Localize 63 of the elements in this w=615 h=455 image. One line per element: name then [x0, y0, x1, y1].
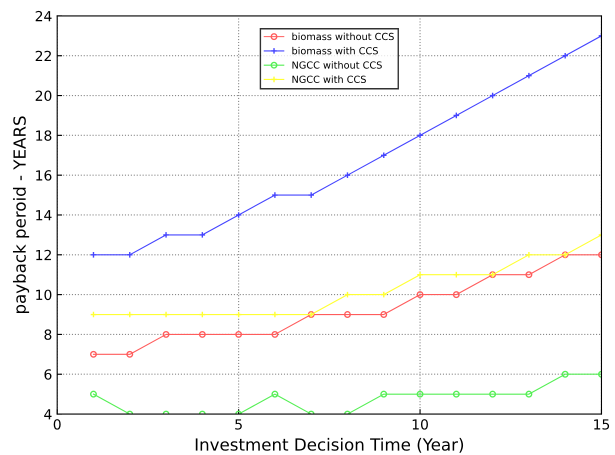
legend-label: NGCC with CCS — [292, 75, 366, 83]
point — [198, 311, 206, 318]
point — [126, 350, 134, 358]
legend-label: biomass without CCS — [292, 32, 394, 40]
point — [271, 192, 278, 199]
point — [344, 291, 351, 298]
point — [525, 271, 532, 278]
y-tick-label: 18 — [36, 130, 52, 141]
legend-label: biomass with CCS — [292, 46, 378, 54]
point — [380, 311, 388, 318]
point — [271, 311, 278, 318]
x-tick-label: 0 — [54, 419, 61, 430]
point — [308, 192, 315, 199]
point — [162, 311, 170, 318]
point — [452, 112, 460, 119]
point — [489, 390, 496, 398]
point — [90, 390, 97, 398]
point — [416, 271, 424, 278]
point — [126, 251, 134, 258]
y-tick-label: 20 — [36, 90, 52, 102]
point — [416, 291, 424, 298]
x-axis-title: Investment Decision Time (Year) — [196, 438, 464, 453]
point — [162, 231, 170, 238]
y-tick-label: 24 — [36, 10, 52, 22]
legend-label: NGCC without CCS — [292, 61, 382, 69]
point — [525, 251, 532, 258]
point — [452, 271, 460, 278]
y-tick-label: 12 — [36, 250, 51, 260]
point — [198, 330, 206, 338]
point — [162, 330, 170, 338]
point — [562, 370, 569, 378]
point — [271, 390, 278, 398]
x-tick-label: 10 — [412, 419, 428, 430]
y-tick-label: 8 — [44, 329, 52, 340]
point — [344, 172, 351, 179]
point — [380, 152, 388, 159]
point — [562, 52, 569, 60]
y-tick-label: 6 — [44, 369, 52, 380]
point — [198, 231, 206, 238]
point — [525, 390, 532, 398]
y-tick-label: 22 — [36, 50, 51, 62]
y-tick-label: 4 — [44, 409, 52, 420]
point — [235, 330, 242, 338]
y-tick-label: 14 — [36, 210, 52, 220]
x-tick-label: 5 — [235, 419, 242, 430]
y-axis-title: payback peroid - YEARS — [12, 116, 30, 314]
point — [380, 390, 388, 398]
point — [416, 390, 424, 398]
point — [235, 212, 242, 218]
point — [271, 330, 278, 338]
point — [416, 132, 424, 139]
x-tick-label: 15 — [594, 419, 610, 430]
point — [90, 350, 97, 358]
point — [525, 72, 532, 80]
point — [489, 92, 496, 100]
point — [452, 390, 460, 398]
point — [126, 311, 134, 318]
point — [380, 291, 388, 298]
y-tick-label: 16 — [36, 170, 52, 181]
point — [235, 311, 242, 318]
point — [452, 291, 460, 298]
y-tick-label: 10 — [36, 290, 52, 300]
point — [344, 311, 351, 318]
